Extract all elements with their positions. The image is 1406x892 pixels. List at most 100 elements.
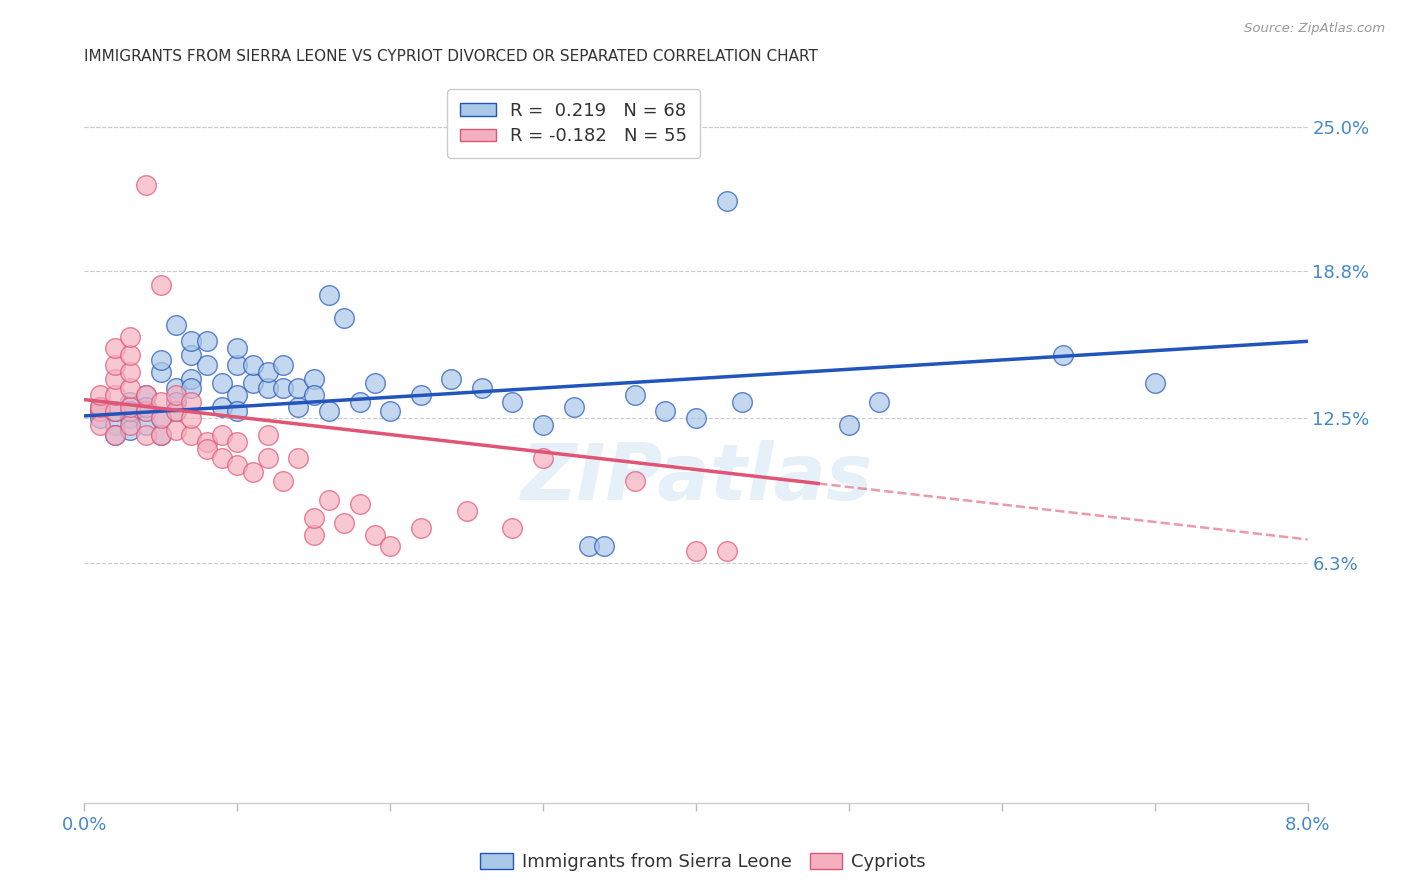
Point (1052, 348, 1074, 362)
Point (180, 348, 202, 362)
Point (195, 434, 218, 449)
Point (104, 404, 127, 418)
Point (869, 395, 891, 409)
Point (211, 427, 233, 442)
Point (318, 492, 340, 507)
Point (195, 334, 218, 349)
Point (226, 358, 249, 372)
Point (120, 404, 142, 418)
Point (716, 194, 738, 209)
Point (149, 365, 172, 379)
Point (1143, 376, 1166, 391)
Point (120, 400, 142, 414)
Text: Source: ZipAtlas.com: Source: ZipAtlas.com (1244, 22, 1385, 36)
Point (104, 388, 127, 402)
Point (180, 411, 202, 425)
Point (104, 358, 127, 372)
Point (287, 400, 309, 414)
Point (302, 371, 325, 385)
Point (257, 365, 280, 379)
Point (180, 381, 202, 395)
Point (120, 418, 142, 433)
Point (165, 381, 187, 395)
Point (120, 365, 142, 379)
Point (149, 353, 172, 368)
Point (89, 404, 111, 418)
Point (89, 411, 111, 425)
Point (180, 395, 202, 409)
Point (578, 540, 600, 554)
Point (226, 458, 249, 472)
Legend: R =  0.219   N = 68, R = -0.182   N = 55: R = 0.219 N = 68, R = -0.182 N = 55 (447, 89, 700, 158)
Point (364, 528, 387, 542)
Point (624, 474, 647, 488)
Point (89, 404, 111, 418)
Point (440, 371, 463, 385)
Point (120, 381, 142, 395)
Point (242, 358, 264, 372)
Point (226, 341, 249, 355)
Point (195, 358, 218, 372)
Point (349, 498, 371, 512)
Point (409, 388, 432, 402)
Point (409, 521, 432, 535)
Point (211, 400, 233, 414)
Point (242, 376, 264, 391)
Point (593, 540, 616, 554)
Point (685, 544, 707, 558)
Point (135, 404, 157, 418)
Point (226, 404, 249, 418)
Point (271, 381, 294, 395)
Point (120, 411, 142, 425)
Point (135, 400, 157, 414)
Point (89, 400, 111, 414)
Point (318, 287, 340, 301)
Point (104, 341, 127, 355)
Point (302, 528, 325, 542)
Point (149, 395, 172, 409)
Point (349, 395, 371, 409)
Point (135, 427, 157, 442)
Point (318, 404, 340, 418)
Point (180, 427, 202, 442)
Point (333, 516, 356, 530)
Point (165, 423, 187, 437)
Point (149, 411, 172, 425)
Point (271, 474, 294, 488)
Point (149, 278, 172, 293)
Point (89, 400, 111, 414)
Point (120, 395, 142, 409)
Point (180, 334, 202, 349)
Point (149, 411, 172, 425)
Point (242, 465, 264, 479)
Legend: Immigrants from Sierra Leone, Cypriots: Immigrants from Sierra Leone, Cypriots (472, 846, 934, 879)
Point (135, 178, 157, 193)
Point (287, 450, 309, 465)
Point (89, 418, 111, 433)
Point (624, 388, 647, 402)
Point (364, 376, 387, 391)
Point (562, 400, 585, 414)
Point (654, 404, 676, 418)
Point (165, 404, 187, 418)
Point (838, 418, 860, 433)
Point (471, 381, 494, 395)
Point (104, 418, 127, 433)
Point (685, 411, 707, 425)
Point (165, 395, 187, 409)
Point (226, 388, 249, 402)
Text: IMMIGRANTS FROM SIERRA LEONE VS CYPRIOT DIVORCED OR SEPARATED CORRELATION CHART: IMMIGRANTS FROM SIERRA LEONE VS CYPRIOT … (84, 49, 818, 64)
Point (716, 544, 738, 558)
Point (135, 404, 157, 418)
Point (180, 371, 202, 385)
Point (302, 511, 325, 525)
Point (531, 418, 554, 433)
Point (380, 404, 402, 418)
Point (135, 418, 157, 433)
Point (211, 376, 233, 391)
Point (257, 381, 280, 395)
Point (271, 358, 294, 372)
Point (257, 450, 280, 465)
Point (165, 388, 187, 402)
Point (104, 404, 127, 418)
